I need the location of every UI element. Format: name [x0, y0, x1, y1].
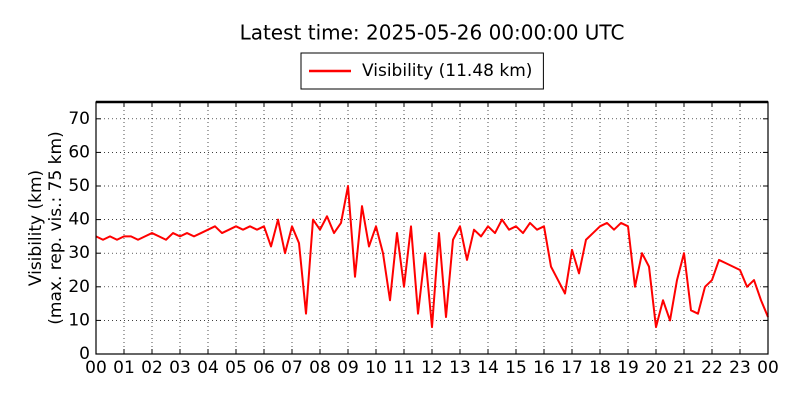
x-tick-label: 12	[421, 358, 443, 378]
y-tick-label: 20	[68, 277, 90, 297]
x-tick-label: 11	[393, 358, 415, 378]
data-line	[95, 185, 769, 329]
x-tick-label: 23	[729, 358, 751, 378]
x-tick-label: 18	[589, 358, 611, 378]
x-tick-label: 20	[645, 358, 667, 378]
x-tick-label: 13	[449, 358, 471, 378]
x-tick-label: 02	[141, 358, 163, 378]
y-tick-label: 60	[68, 142, 90, 162]
x-tick-label: 17	[561, 358, 583, 378]
x-tick-label: 07	[281, 358, 303, 378]
y-tick-label: 70	[68, 109, 90, 129]
x-tick-label: 03	[169, 358, 191, 378]
x-tick-label: 10	[365, 358, 387, 378]
x-tick-label: 19	[617, 358, 639, 378]
x-tick-label: 00	[85, 358, 107, 378]
y-tick-label: 50	[68, 176, 90, 196]
x-tick-label: 00	[757, 358, 779, 378]
x-tick-label: 01	[113, 358, 135, 378]
x-tick-label: 08	[309, 358, 331, 378]
x-tick-label: 05	[225, 358, 247, 378]
x-tick-label: 16	[533, 358, 555, 378]
x-tick-label: 09	[337, 358, 359, 378]
chart-title: Latest time: 2025-05-26 00:00:00 UTC	[240, 21, 625, 45]
x-tick-label: 15	[505, 358, 527, 378]
y-axis-label: Visibility (km)	[26, 170, 46, 286]
y-tick-label: 0	[79, 344, 90, 364]
y-tick-label: 30	[68, 243, 90, 263]
x-tick-label: 04	[197, 358, 219, 378]
x-tick-label: 22	[701, 358, 723, 378]
x-tick-label: 14	[477, 358, 499, 378]
x-tick-label: 06	[253, 358, 275, 378]
y-axis-label: (max. rep. vis.: 75 km)	[46, 131, 66, 324]
y-tick-label: 10	[68, 310, 90, 330]
x-tick-label: 21	[673, 358, 695, 378]
y-tick-label: 40	[68, 210, 90, 230]
legend-label: Visibility (11.48 km)	[362, 61, 532, 81]
